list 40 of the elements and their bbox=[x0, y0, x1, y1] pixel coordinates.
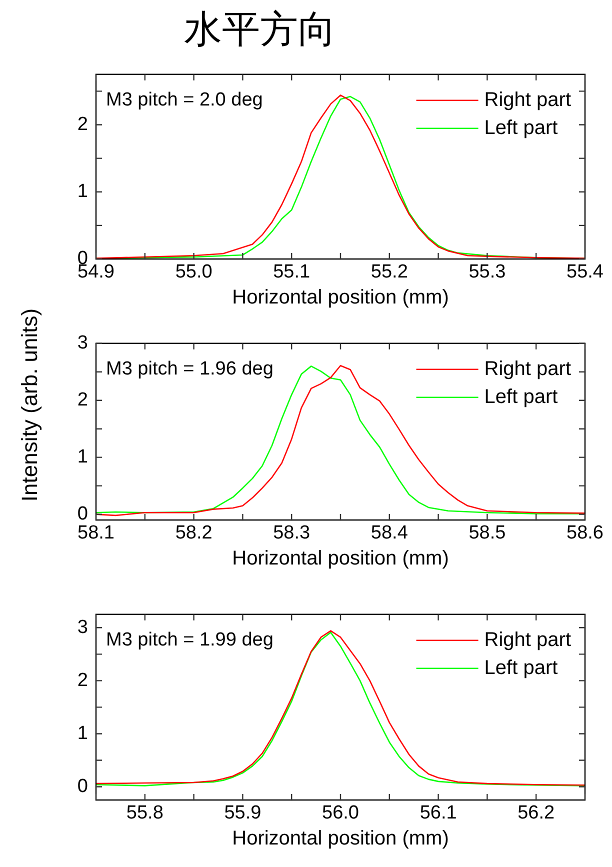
x-axis-title: Horizontal position (mm) bbox=[232, 548, 449, 570]
y-axis-title: Intensity (arb. units) bbox=[17, 308, 43, 502]
legend-label: Left part bbox=[484, 656, 558, 679]
x-tick-label: 58.6 bbox=[566, 522, 604, 544]
legend-label: Right part bbox=[484, 358, 572, 380]
y-tick-label: 0 bbox=[77, 776, 88, 797]
x-tick-label: 55.2 bbox=[370, 262, 408, 283]
y-tick-label: 0 bbox=[77, 504, 88, 525]
y-tick-label: 1 bbox=[77, 722, 88, 744]
x-tick-label: 58.5 bbox=[468, 522, 506, 544]
x-axis-title: Horizontal position (mm) bbox=[232, 828, 449, 850]
annotation: M3 pitch = 2.0 deg bbox=[106, 90, 263, 111]
x-tick-label: 55.1 bbox=[273, 262, 310, 283]
y-tick-label: 3 bbox=[77, 332, 88, 354]
x-tick-label: 56.0 bbox=[322, 802, 359, 824]
y-tick-label: 1 bbox=[77, 446, 88, 468]
x-tick-label: 55.0 bbox=[175, 262, 212, 283]
x-axis-title: Horizontal position (mm) bbox=[232, 286, 449, 309]
x-tick-label: 55.3 bbox=[468, 262, 506, 283]
annotation: M3 pitch = 1.96 deg bbox=[106, 358, 274, 380]
x-tick-label: 55.4 bbox=[566, 262, 604, 283]
x-tick-label: 56.2 bbox=[518, 802, 555, 824]
x-tick-label: 58.2 bbox=[175, 522, 212, 544]
y-tick-label: 2 bbox=[77, 670, 88, 691]
chart-title: 水平方向 bbox=[183, 6, 337, 53]
x-tick-label: 56.1 bbox=[420, 802, 457, 824]
legend-label: Left part bbox=[484, 386, 558, 408]
x-tick-label: 58.3 bbox=[273, 522, 310, 544]
y-tick-label: 2 bbox=[77, 390, 88, 411]
legend-label: Right part bbox=[484, 88, 572, 111]
x-tick-label: 55.8 bbox=[126, 802, 164, 824]
x-tick-label: 58.4 bbox=[370, 522, 408, 544]
annotation: M3 pitch = 1.99 deg bbox=[106, 630, 274, 651]
x-tick-label: 55.9 bbox=[224, 802, 262, 824]
legend-label: Left part bbox=[484, 116, 558, 139]
x-tick-label: 58.1 bbox=[78, 522, 114, 544]
y-tick-label: 1 bbox=[77, 181, 88, 202]
legend-label: Right part bbox=[484, 628, 572, 651]
y-tick-label: 2 bbox=[77, 114, 88, 135]
y-tick-label: 3 bbox=[77, 616, 88, 638]
